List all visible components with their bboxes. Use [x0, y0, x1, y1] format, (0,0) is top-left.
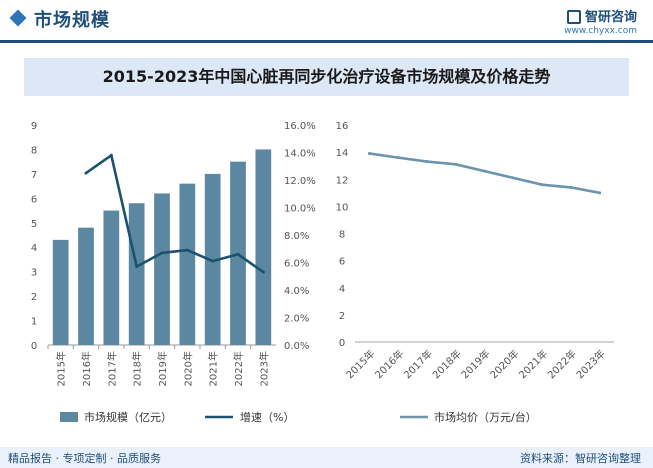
- y-right-tick-label: 6.0%: [284, 259, 309, 270]
- y-tick-label: 0: [339, 338, 345, 349]
- page-header: 市场规模 智研咨询 www.chyxx.com: [0, 0, 653, 40]
- section-title: 市场规模: [9, 6, 110, 32]
- y-right-tick-label: 10.0%: [284, 204, 316, 215]
- x-tick-label: 2023年: [573, 347, 607, 381]
- growth-point: [135, 265, 139, 269]
- price-point: [454, 162, 458, 166]
- bar: [255, 149, 272, 345]
- brand: 智研咨询 www.chyxx.com: [564, 6, 637, 36]
- charts-svg: 01234567890.0%2.0%4.0%6.0%8.0%10.0%12.0%…: [31, 121, 614, 424]
- footer-tagline: 精品报告 · 专项定制 · 品质服务: [8, 452, 161, 465]
- y-tick-label: 16: [336, 121, 349, 132]
- price-point: [367, 151, 371, 155]
- legend-label-bar: 市场规模（亿元）: [84, 410, 172, 424]
- y-tick-label: 14: [336, 148, 349, 159]
- x-tick-label: 2018年: [430, 347, 464, 381]
- y-left-tick-label: 3: [31, 268, 37, 279]
- price-point: [540, 183, 544, 187]
- brand-name: 智研咨询: [564, 6, 637, 25]
- y-right-tick-label: 0.0%: [284, 341, 309, 352]
- y-tick-label: 6: [339, 257, 345, 268]
- y-left-tick-label: 4: [31, 243, 37, 254]
- price-point: [511, 176, 515, 180]
- y-tick-label: 8: [339, 230, 345, 241]
- y-left-tick-label: 6: [31, 194, 37, 205]
- footer-source: 资料来源：智研咨询整理: [520, 452, 641, 465]
- y-right-tick-label: 16.0%: [284, 121, 316, 132]
- y-left-tick-label: 5: [31, 219, 37, 230]
- bar: [179, 183, 196, 345]
- x-tick-label: 2016年: [80, 351, 93, 386]
- y-right-tick-label: 12.0%: [284, 176, 316, 187]
- price-point: [598, 191, 602, 195]
- x-tick-label: 2017年: [401, 347, 435, 381]
- legend-swatch-bar: [60, 412, 78, 422]
- y-tick-label: 10: [336, 202, 349, 213]
- bar: [204, 173, 221, 345]
- y-left-tick-label: 9: [31, 121, 37, 132]
- y-left-tick-label: 2: [31, 292, 37, 303]
- x-tick-label: 2015年: [55, 351, 68, 386]
- y-tick-label: 4: [339, 284, 345, 295]
- x-tick-label: 2022年: [232, 351, 245, 386]
- growth-point: [84, 171, 88, 175]
- x-tick-label: 2017年: [105, 351, 118, 386]
- bar: [128, 203, 145, 345]
- growth-point: [160, 251, 164, 255]
- chart-title-bar: 2015-2023年中国心脏再同步化治疗设备市场规模及价格走势: [24, 58, 629, 96]
- y-tick-label: 2: [339, 311, 345, 322]
- y-left-tick-label: 8: [31, 145, 37, 156]
- y-right-tick-label: 14.0%: [284, 149, 316, 160]
- x-tick-label: 2018年: [131, 351, 144, 386]
- x-tick-label: 2016年: [372, 347, 406, 381]
- price-line: [369, 152, 600, 195]
- growth-point: [261, 270, 265, 274]
- x-tick-label: 2015年: [343, 347, 377, 381]
- y-left-tick-label: 0: [31, 341, 37, 352]
- legend-label-growth: 增速（%）: [240, 410, 294, 424]
- price-point: [569, 185, 573, 189]
- legend-label-price: 市场均价（万元/台）: [434, 410, 537, 424]
- x-tick-label: 2021年: [207, 351, 220, 386]
- growth-point: [211, 259, 215, 263]
- section-title-text: 市场规模: [34, 10, 110, 31]
- growth-point: [185, 248, 189, 252]
- brand-url: www.chyxx.com: [564, 26, 637, 36]
- bar: [103, 210, 120, 345]
- y-right-tick-label: 2.0%: [284, 314, 309, 325]
- price-point: [396, 156, 400, 160]
- x-tick-label: 2020年: [181, 351, 194, 386]
- x-tick-label: 2019年: [156, 351, 169, 386]
- footer: 精品报告 · 专项定制 · 品质服务 资料来源：智研咨询整理: [0, 447, 653, 468]
- y-tick-label: 12: [336, 175, 349, 186]
- y-right-tick-label: 4.0%: [284, 286, 309, 297]
- x-tick-label: 2023年: [257, 351, 270, 386]
- x-tick-label: 2022年: [545, 347, 579, 381]
- brand-name-text: 智研咨询: [584, 10, 637, 25]
- x-tick-label: 2019年: [458, 347, 492, 381]
- y-left-tick-label: 1: [31, 317, 37, 328]
- growth-point: [109, 153, 113, 157]
- brand-logo-icon: [566, 10, 581, 24]
- bar: [78, 227, 94, 345]
- x-tick-label: 2021年: [516, 347, 550, 381]
- growth-line: [85, 154, 265, 274]
- bar: [52, 239, 69, 345]
- bar: [154, 193, 170, 345]
- y-right-tick-label: 8.0%: [284, 231, 309, 242]
- y-left-tick-label: 7: [31, 170, 37, 181]
- price-point: [483, 169, 486, 173]
- x-tick-label: 2020年: [487, 347, 521, 381]
- chart-title: 2015-2023年中国心脏再同步化治疗设备市场规模及价格走势: [102, 67, 551, 86]
- header-divider: [0, 40, 653, 43]
- price-point: [425, 160, 429, 164]
- growth-point: [236, 252, 240, 256]
